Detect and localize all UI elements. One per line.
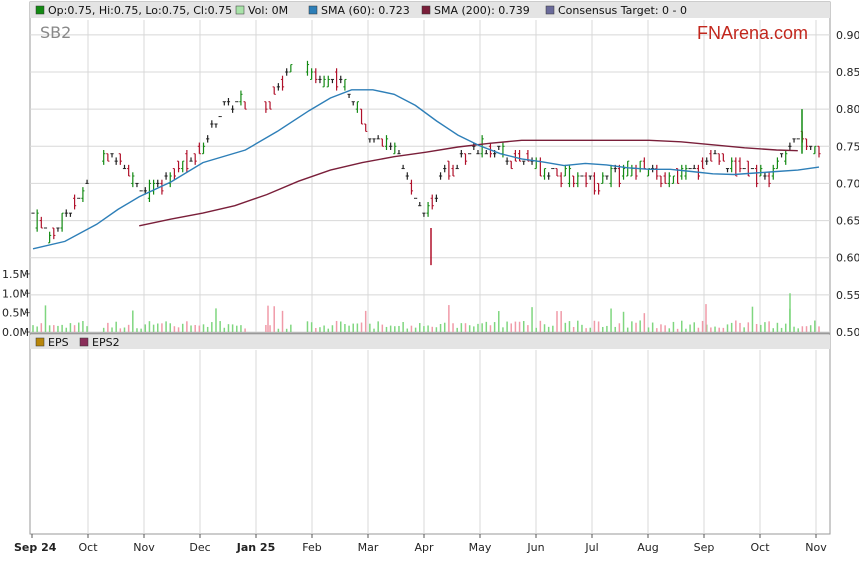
eps-panel bbox=[29, 333, 831, 535]
volume-tick-label: 0.5M bbox=[2, 307, 29, 320]
volume-tick-label: 1.0M bbox=[2, 287, 29, 300]
price-tick-label: 0.80 bbox=[836, 103, 859, 116]
price-tick-label: 0.65 bbox=[836, 215, 859, 228]
month-label: Sep bbox=[694, 541, 715, 554]
sma200-swatch-icon bbox=[421, 5, 431, 15]
brand-logo: FNArena.com bbox=[697, 23, 808, 43]
axis-labels: 0.50 0.55 0.60 0.65 0.70 0.75 0.80 0.85 0.90 0.0M… bbox=[2, 29, 859, 554]
month-label: Sep 24 bbox=[14, 541, 57, 554]
month-label: Mar bbox=[358, 541, 379, 554]
month-label: Jan 25 bbox=[236, 541, 275, 554]
legend-consensus[interactable]: Consensus Target: 0 - 0 bbox=[545, 4, 687, 17]
volume-tick-label: 0.0M bbox=[2, 326, 29, 339]
price-tick-label: 0.85 bbox=[836, 66, 859, 79]
vol-swatch-icon bbox=[235, 5, 245, 15]
price-panel bbox=[29, 1, 831, 334]
month-label: Jun bbox=[526, 541, 544, 554]
moving-averages bbox=[32, 89, 820, 250]
volume-tick-label: 1.5M bbox=[2, 268, 29, 281]
month-label: Nov bbox=[133, 541, 155, 554]
eps-legend-bar bbox=[30, 335, 830, 349]
month-label: Jul bbox=[584, 541, 598, 554]
legend-eps2[interactable]: EPS2 bbox=[79, 336, 120, 349]
month-label: Nov bbox=[805, 541, 827, 554]
month-label: Feb bbox=[302, 541, 321, 554]
month-label: Oct bbox=[750, 541, 770, 554]
price-tick-label: 0.50 bbox=[836, 326, 859, 339]
month-label: Apr bbox=[414, 541, 434, 554]
legend-eps[interactable]: EPS bbox=[35, 336, 69, 349]
sma200-line bbox=[139, 139, 798, 227]
ohlc-swatch-icon bbox=[35, 5, 45, 15]
price-tick-label: 0.70 bbox=[836, 177, 859, 190]
price-tick-label: 0.75 bbox=[836, 140, 859, 153]
candlesticks bbox=[31, 60, 821, 266]
legend-ohlc[interactable]: Op:0.75, Hi:0.75, Lo:0.75, Cl:0.75 bbox=[35, 4, 232, 17]
ohlc-text: Op:0.75, Hi:0.75, Lo:0.75, Cl:0.75 bbox=[48, 4, 232, 17]
legend-vol[interactable]: Vol: 0M bbox=[235, 4, 288, 17]
volume-bars bbox=[32, 293, 820, 332]
legend-sma60[interactable]: SMA (60): 0.723 bbox=[308, 4, 410, 17]
vol-text: Vol: 0M bbox=[248, 4, 288, 17]
eps2-swatch-icon bbox=[79, 337, 89, 347]
sma60-swatch-icon bbox=[308, 5, 318, 15]
sma200-text: SMA (200): 0.739 bbox=[434, 4, 530, 17]
month-label: Dec bbox=[189, 541, 210, 554]
eps-swatch-icon bbox=[35, 337, 45, 347]
legend-sma200[interactable]: SMA (200): 0.739 bbox=[421, 4, 530, 17]
month-label: May bbox=[469, 541, 492, 554]
month-label: Aug bbox=[637, 541, 658, 554]
month-label: Oct bbox=[78, 541, 98, 554]
price-tick-label: 0.90 bbox=[836, 29, 859, 42]
consensus-text: Consensus Target: 0 - 0 bbox=[558, 4, 687, 17]
eps-text: EPS bbox=[48, 336, 69, 349]
price-tick-label: 0.60 bbox=[836, 252, 859, 265]
ticker-label: SB2 bbox=[40, 23, 71, 42]
sma60-text: SMA (60): 0.723 bbox=[321, 4, 410, 17]
price-tick-label: 0.55 bbox=[836, 289, 859, 302]
consensus-swatch-icon bbox=[545, 5, 555, 15]
sma60-line bbox=[32, 89, 820, 250]
eps2-text: EPS2 bbox=[92, 336, 120, 349]
